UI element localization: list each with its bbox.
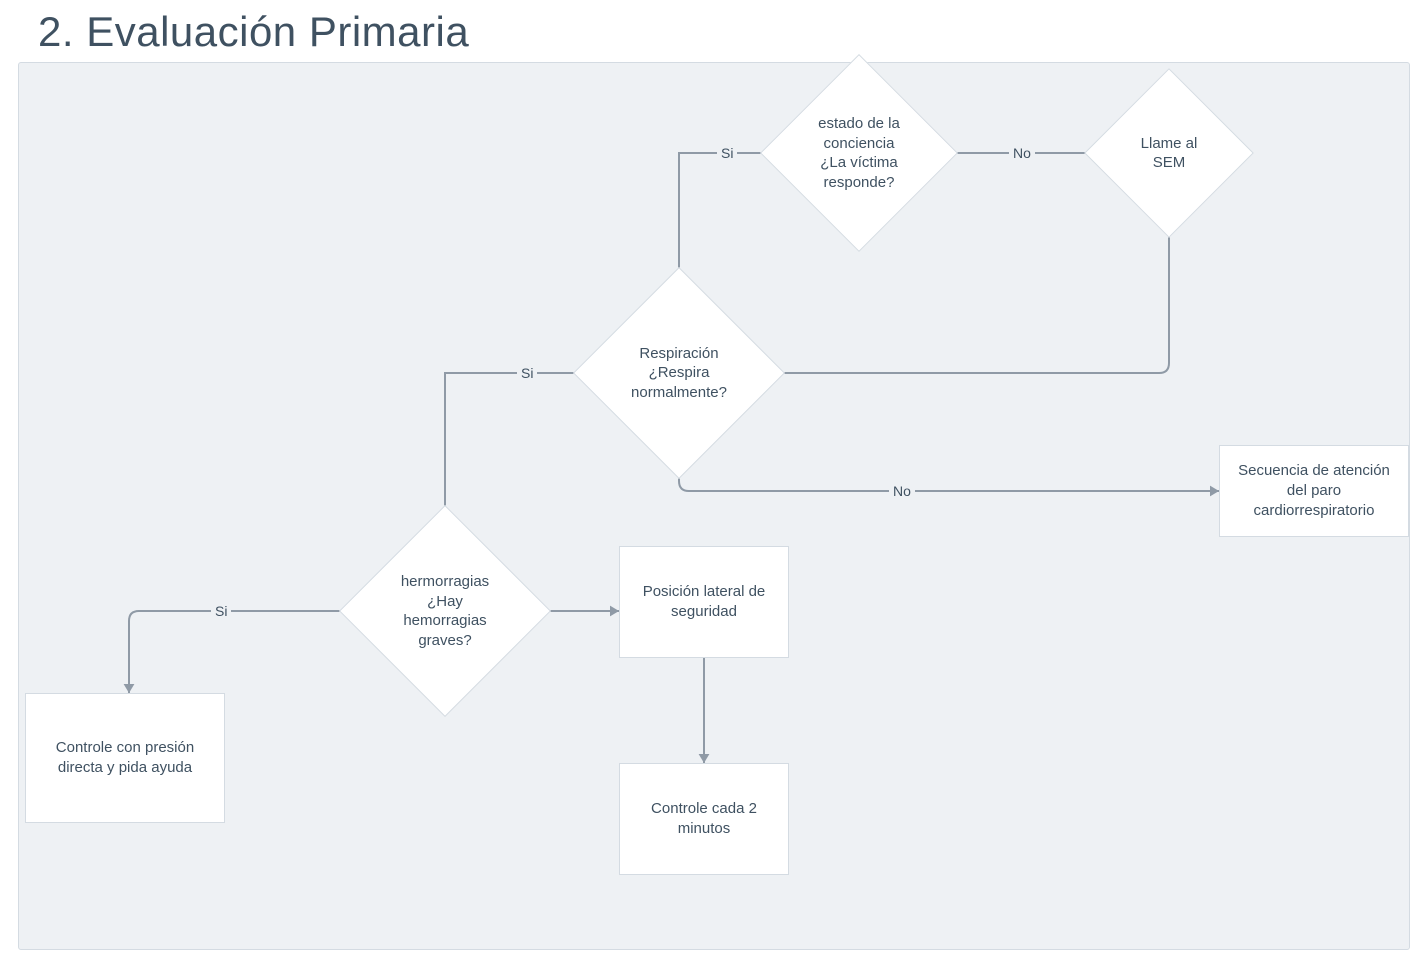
node-posicion-text: Posición lateral de seguridad	[628, 582, 780, 623]
node-secuencia: Secuencia de atención del paro cardiorre…	[1219, 445, 1409, 537]
node-conciencia-text: estado de laconciencia¿La víctimarespond…	[818, 114, 900, 192]
edge-arrow-pos_to_c2	[699, 754, 710, 763]
node-controle-2min-text: Controle cada 2 minutos	[628, 799, 780, 840]
edge-conc_si	[679, 153, 789, 299]
edge-resp_si	[445, 373, 605, 537]
edge-arrow-hem_si	[124, 684, 135, 693]
edge-label-conc-si: Si	[717, 145, 737, 161]
node-posicion: Posición lateral de seguridad	[619, 546, 789, 658]
node-hemorragias: hermorragias¿Hayhemorragiasgraves?	[339, 505, 551, 717]
page-title: 2. Evaluación Primaria	[38, 8, 469, 56]
edge-label-resp-no: No	[889, 483, 915, 499]
node-controle-presion-text: Controle con presión directa y pida ayud…	[34, 738, 216, 779]
node-llame-sem: Llame alSEM	[1084, 68, 1254, 238]
edge-label-hem-si: Si	[211, 603, 231, 619]
edge-hem_si	[129, 611, 371, 693]
node-controle-presion: Controle con presión directa y pida ayud…	[25, 693, 225, 823]
edge-sem_down	[755, 213, 1169, 373]
edge-resp_no	[679, 447, 1219, 491]
edge-arrow-resp_no	[1210, 486, 1219, 497]
node-llame-sem-text: Llame alSEM	[1141, 134, 1198, 173]
edge-label-conc-no: No	[1009, 145, 1035, 161]
flowchart-canvas: estado de laconciencia¿La víctimarespond…	[18, 62, 1410, 950]
node-controle-2min: Controle cada 2 minutos	[619, 763, 789, 875]
node-hemorragias-text: hermorragias¿Hayhemorragiasgraves?	[401, 572, 489, 650]
edge-label-resp-si: Si	[517, 365, 537, 381]
node-secuencia-text: Secuencia de atención del paro cardiorre…	[1228, 461, 1400, 522]
node-respiracion: Respiración¿Respiranormalmente?	[573, 267, 785, 479]
edge-arrow-hem_to_pos	[610, 606, 619, 617]
node-respiracion-text: Respiración¿Respiranormalmente?	[631, 344, 727, 403]
node-conciencia: estado de laconciencia¿La víctimarespond…	[760, 54, 958, 252]
